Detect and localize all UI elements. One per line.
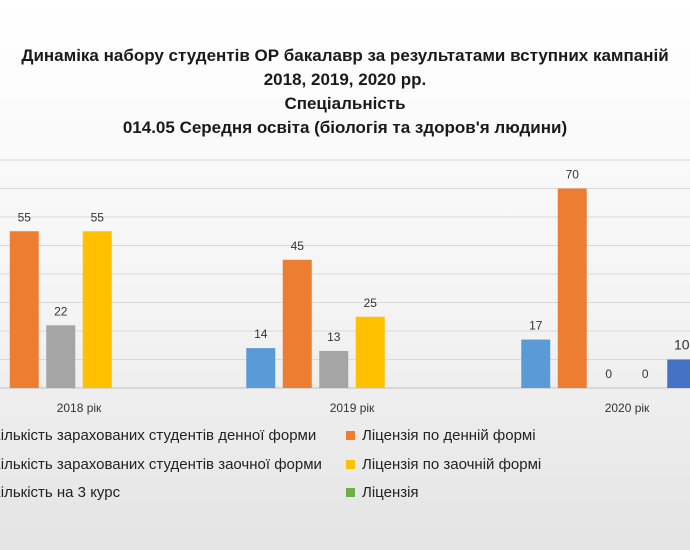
data-label-3-series-3: 0 xyxy=(605,367,612,381)
data-label-2-series-1: 14 xyxy=(254,327,268,341)
legend-label-day-license: Ліцензія по денній формі xyxy=(362,427,536,444)
legend-item-parttime-license: Ліцензія по заочній формі xyxy=(346,456,541,473)
data-label-1-series-3: 22 xyxy=(54,304,68,318)
bar-2-series-2 xyxy=(282,259,312,388)
bar-3-series-2 xyxy=(557,188,587,388)
legend-swatch-day-license xyxy=(346,431,355,440)
data-label-3-series-1: 17 xyxy=(529,319,543,333)
x-tick-label: 2020 рік xyxy=(605,401,650,415)
legend-swatch-parttime-license xyxy=(346,460,355,469)
data-label-1-series-2: 55 xyxy=(18,210,32,224)
legend-item-third-year: Кількість на 3 курс xyxy=(0,484,120,501)
data-label-2-series-2: 45 xyxy=(291,239,305,253)
chart-title: Динаміка набору студентів ОР бакалавр за… xyxy=(0,44,690,140)
bar-1-series-3 xyxy=(46,325,76,388)
bar-2-series-4 xyxy=(355,316,385,388)
legend-swatch-license xyxy=(346,488,355,497)
data-label-3-series-4: 0 xyxy=(642,367,649,381)
data-label-1-series-4: 55 xyxy=(91,210,105,224)
data-label-2-series-3: 13 xyxy=(327,330,341,344)
legend-label-third-year: Кількість на 3 курс xyxy=(0,484,121,501)
x-tick-label: 2019 рік xyxy=(330,401,375,415)
bar-2-series-3 xyxy=(319,350,349,388)
bar-2-series-1 xyxy=(246,348,276,388)
data-label-3-series-2: 70 xyxy=(566,168,580,182)
legend-item-license: Ліцензія xyxy=(346,484,419,501)
data-label-3-series-5: 10 xyxy=(674,337,690,353)
chart-title-line-3: Спеціальність xyxy=(284,94,406,113)
data-label-2-series-4: 25 xyxy=(364,296,378,310)
legend-item-parttime-enrolled: Кількість зарахованих студентів заочної … xyxy=(0,456,322,473)
chart-title-line-2: 2018, 2019, 2020 рр. xyxy=(263,70,427,89)
legend-label-license: Ліцензія xyxy=(362,484,419,501)
legend-label-parttime-enrolled: Кількість зарахованих студентів заочної … xyxy=(0,456,322,473)
chart-title-line-1: Динаміка набору студентів ОР бакалавр за… xyxy=(21,46,669,65)
bar-3-series-5 xyxy=(667,359,690,388)
legend-label-day-enrolled: Кількість зарахованих студентів денної ф… xyxy=(0,427,317,444)
legend-label-parttime-license: Ліцензія по заочній формі xyxy=(362,456,542,473)
bar-3-series-1 xyxy=(521,339,551,388)
bar-1-series-4 xyxy=(82,231,112,388)
bar-1-series-2 xyxy=(9,231,39,388)
x-tick-label: 2018 рік xyxy=(57,401,102,415)
legend-item-day-license: Ліцензія по денній формі xyxy=(346,427,536,444)
legend-item-day-enrolled: Кількість зарахованих студентів денної ф… xyxy=(0,427,316,444)
chart-title-line-4: 014.05 Середня освіта (біологія та здоро… xyxy=(122,118,568,137)
